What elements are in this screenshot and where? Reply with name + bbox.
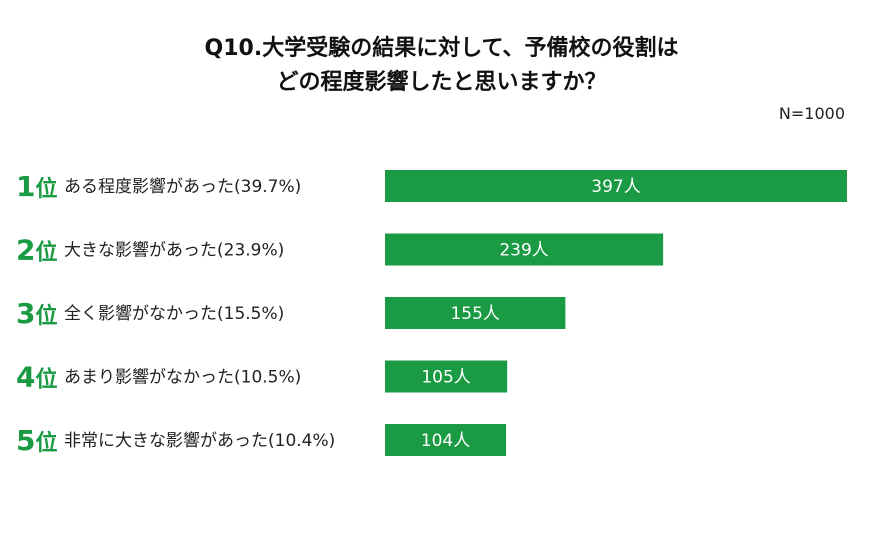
bar-value-label: 397人 xyxy=(591,177,640,197)
rank-label: 4位 xyxy=(16,361,58,394)
rank-label: 2位 xyxy=(16,234,58,267)
category-label: あまり影響がなかった(10.5%) xyxy=(64,368,301,388)
category-label: 非常に大きな影響があった(10.4%) xyxy=(64,431,335,451)
bar-value-label: 105人 xyxy=(421,368,470,388)
rank-label: 1位 xyxy=(16,170,58,203)
bar xyxy=(385,233,664,266)
category-label: 全く影響がなかった(15.5%) xyxy=(64,304,284,324)
chart-title-line-1: Q10.大学受験の結果に対して、予備校の役割は xyxy=(204,36,679,61)
category-label: 大きな影響があった(23.9%) xyxy=(64,241,284,261)
chart-title-line-2: どの程度影響したと思いますか？ xyxy=(276,70,607,95)
bar xyxy=(385,424,507,456)
sample-size-label: N=1000 xyxy=(778,104,845,123)
bar-value-label: 239人 xyxy=(499,241,548,261)
bar xyxy=(385,170,847,202)
rank-label: 3位 xyxy=(16,297,58,330)
bar-value-label: 104人 xyxy=(421,431,470,451)
chart-title: Q10.大学受験の結果に対して、予備校の役割は どの程度影響したと思いますか？ xyxy=(0,32,883,100)
bar-value-label: 155人 xyxy=(450,304,499,324)
rank-label: 5位 xyxy=(16,424,58,457)
bar xyxy=(385,297,566,329)
category-label: ある程度影響があった(39.7%) xyxy=(64,177,301,197)
bar xyxy=(385,360,508,393)
